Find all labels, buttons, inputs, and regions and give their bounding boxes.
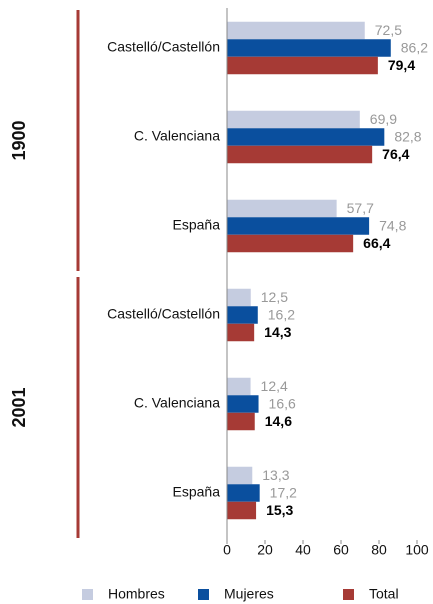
legend-label: Total (369, 586, 399, 602)
bar (227, 466, 253, 485)
legend-swatch (343, 589, 354, 600)
value-label: 72,5 (375, 22, 402, 38)
value-label: 74,8 (379, 218, 406, 234)
bar (227, 217, 370, 235)
category-label: España (173, 484, 221, 500)
value-label: 82,8 (394, 129, 421, 145)
legend-label: Hombres (108, 586, 165, 602)
x-tick-label: 20 (257, 542, 273, 558)
value-label: 17,2 (270, 485, 297, 501)
value-label: 13,3 (262, 467, 289, 483)
bar (227, 110, 360, 129)
bar (227, 484, 260, 502)
bar (227, 234, 354, 253)
category-label: Castelló/Castellón (107, 306, 220, 322)
value-label: 16,6 (269, 396, 296, 412)
x-tick-label: 0 (223, 542, 231, 558)
legend-label: Mujeres (224, 586, 274, 602)
x-tick-label: 60 (333, 542, 349, 558)
value-label: 76,4 (382, 146, 409, 162)
bar (227, 145, 373, 164)
value-label: 12,4 (261, 378, 288, 394)
value-label: 66,4 (363, 235, 390, 251)
value-label: 79,4 (388, 57, 415, 73)
value-label: 14,3 (264, 324, 291, 340)
group-label: 1900 (9, 120, 29, 160)
legend-swatch (82, 589, 93, 600)
bar (227, 21, 365, 40)
value-label: 15,3 (266, 502, 293, 518)
category-label: C. Valenciana (134, 128, 220, 144)
bar (227, 412, 255, 431)
value-label: 12,5 (261, 289, 288, 305)
value-label: 16,2 (268, 307, 295, 323)
value-label: 86,2 (401, 40, 428, 56)
bar (227, 39, 391, 57)
bar (227, 306, 258, 324)
bar (227, 395, 259, 413)
x-tick-label: 100 (405, 542, 429, 558)
x-tick-label: 80 (371, 542, 387, 558)
value-label: 57,7 (347, 200, 374, 216)
group-label: 2001 (9, 387, 29, 427)
bar (227, 199, 337, 218)
value-label: 14,6 (265, 413, 292, 429)
category-label: España (173, 217, 221, 233)
category-label: Castelló/Castellón (107, 39, 220, 55)
bar (227, 501, 257, 520)
value-label: 69,9 (370, 111, 397, 127)
x-tick-label: 40 (295, 542, 311, 558)
bar (227, 56, 378, 75)
bar (227, 288, 251, 307)
legend-swatch (198, 589, 209, 600)
bar (227, 323, 255, 342)
bar (227, 128, 385, 146)
bar (227, 377, 251, 396)
category-label: C. Valenciana (134, 395, 220, 411)
